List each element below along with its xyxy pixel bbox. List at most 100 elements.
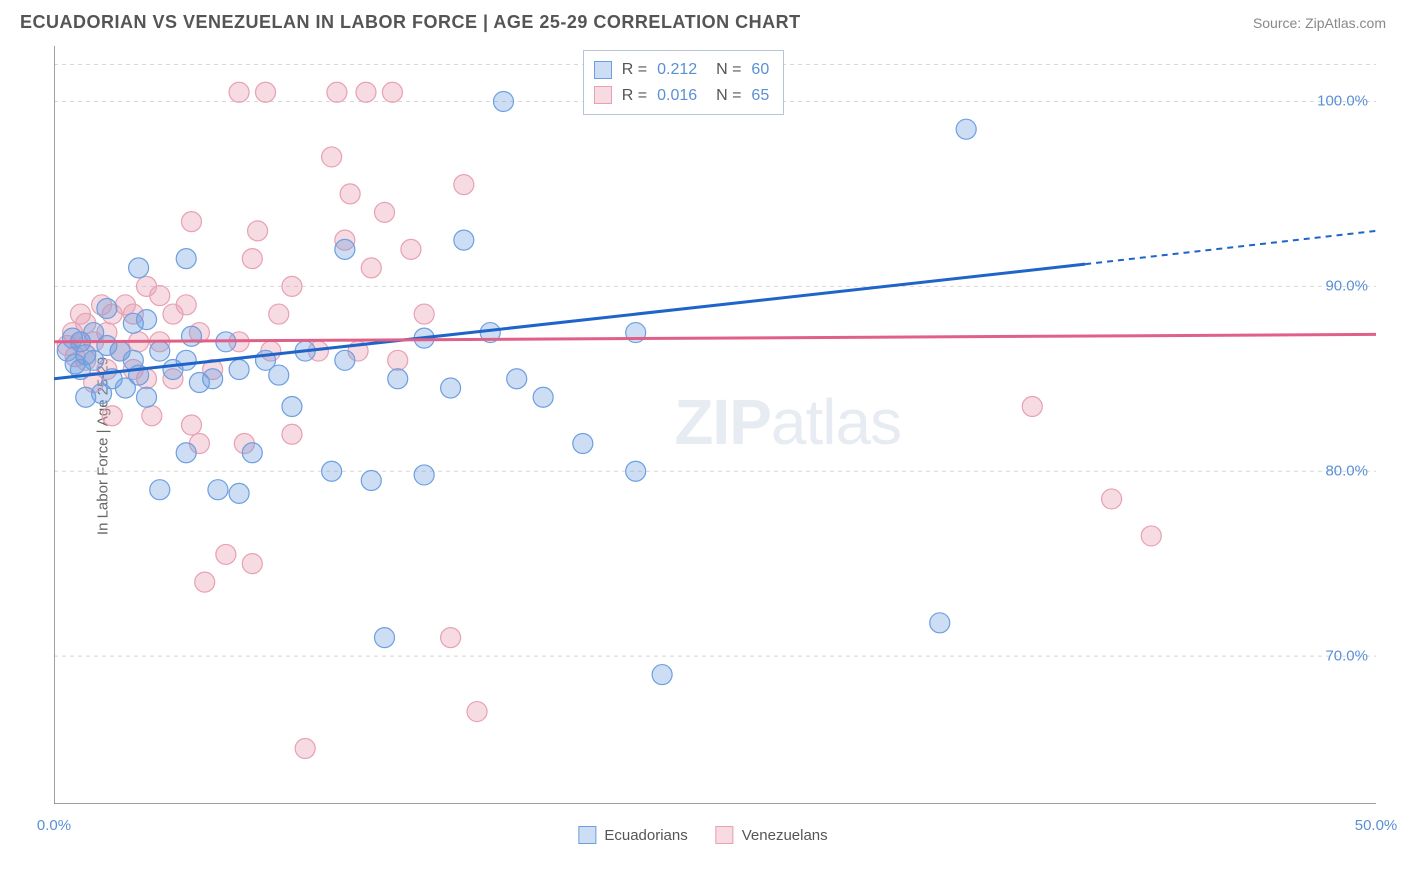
bottom-legend: Ecuadorians Venezuelans	[578, 826, 827, 844]
ecuadorians-point	[652, 665, 672, 685]
ecuadorians-point	[573, 433, 593, 453]
venezuelans-point	[441, 628, 461, 648]
stat-swatch-icon	[594, 61, 612, 79]
stat-n-label: N =	[707, 57, 741, 83]
venezuelans-point	[295, 739, 315, 759]
ecuadorians-point	[335, 350, 355, 370]
ecuadorians-point	[361, 470, 381, 490]
ecuadorians-trendline-ext	[1085, 231, 1376, 264]
stat-n-value: 65	[751, 83, 769, 109]
chart-title: ECUADORIAN VS VENEZUELAN IN LABOR FORCE …	[20, 12, 801, 33]
venezuelans-point	[454, 175, 474, 195]
y-tick-label: 90.0%	[1325, 278, 1368, 295]
stat-r-value: 0.016	[657, 83, 697, 109]
venezuelans-point	[176, 295, 196, 315]
ecuadorians-point	[441, 378, 461, 398]
ecuadorians-point	[150, 480, 170, 500]
legend-swatch-icon	[578, 826, 596, 844]
ecuadorians-point	[322, 461, 342, 481]
legend-swatch-icon	[716, 826, 734, 844]
ecuadorians-point	[229, 483, 249, 503]
venezuelans-point	[327, 82, 347, 102]
ecuadorians-point	[176, 350, 196, 370]
ecuadorians-point	[176, 249, 196, 269]
venezuelans-point	[340, 184, 360, 204]
legend-item-ecuadorians[interactable]: Ecuadorians	[578, 826, 687, 844]
scatter-plot-svg	[54, 46, 1376, 804]
venezuelans-point	[388, 350, 408, 370]
stat-r-label: R =	[622, 57, 647, 83]
x-tick-label: 0.0%	[37, 817, 71, 834]
ecuadorians-point	[414, 465, 434, 485]
venezuelans-point	[356, 82, 376, 102]
ecuadorians-point	[388, 369, 408, 389]
ecuadorians-point	[203, 369, 223, 389]
venezuelans-point	[242, 249, 262, 269]
venezuelans-point	[256, 82, 276, 102]
x-tick-label: 50.0%	[1355, 817, 1398, 834]
venezuelans-point	[195, 572, 215, 592]
venezuelans-point	[1102, 489, 1122, 509]
stat-n-label: N =	[707, 83, 741, 109]
title-bar: ECUADORIAN VS VENEZUELAN IN LABOR FORCE …	[0, 0, 1406, 41]
stat-row-ecuadorians: R = 0.212 N = 60	[594, 57, 769, 83]
ecuadorians-point	[956, 119, 976, 139]
legend-label: Ecuadorians	[604, 827, 687, 844]
venezuelans-point	[1022, 397, 1042, 417]
venezuelans-point	[322, 147, 342, 167]
ecuadorians-point	[176, 443, 196, 463]
legend-label: Venezuelans	[742, 827, 828, 844]
ecuadorians-point	[137, 310, 157, 330]
venezuelans-point	[242, 554, 262, 574]
venezuelans-point	[248, 221, 268, 241]
stat-n-value: 60	[751, 57, 769, 83]
ecuadorians-point	[97, 299, 117, 319]
venezuelans-point	[150, 286, 170, 306]
venezuelans-trendline	[54, 334, 1376, 341]
venezuelans-point	[102, 406, 122, 426]
venezuelans-point	[1141, 526, 1161, 546]
ecuadorians-point	[150, 341, 170, 361]
venezuelans-point	[142, 406, 162, 426]
ecuadorians-point	[282, 397, 302, 417]
legend-item-venezuelans[interactable]: Venezuelans	[716, 826, 828, 844]
stat-r-value: 0.212	[657, 57, 697, 83]
venezuelans-point	[382, 82, 402, 102]
ecuadorians-point	[930, 613, 950, 633]
venezuelans-point	[282, 276, 302, 296]
stat-legend-box: R = 0.212 N = 60R = 0.016 N = 65	[583, 50, 784, 115]
venezuelans-point	[216, 544, 236, 564]
ecuadorians-point	[242, 443, 262, 463]
stat-row-venezuelans: R = 0.016 N = 65	[594, 83, 769, 109]
venezuelans-point	[467, 702, 487, 722]
ecuadorians-point	[533, 387, 553, 407]
ecuadorians-point	[454, 230, 474, 250]
ecuadorians-point	[335, 239, 355, 259]
ecuadorians-point	[626, 461, 646, 481]
venezuelans-point	[269, 304, 289, 324]
ecuadorians-trendline	[54, 264, 1085, 379]
chart-container: ECUADORIAN VS VENEZUELAN IN LABOR FORCE …	[0, 0, 1406, 892]
venezuelans-point	[229, 82, 249, 102]
stat-swatch-icon	[594, 86, 612, 104]
ecuadorians-point	[181, 326, 201, 346]
venezuelans-point	[361, 258, 381, 278]
ecuadorians-point	[375, 628, 395, 648]
venezuelans-point	[181, 212, 201, 232]
venezuelans-point	[282, 424, 302, 444]
venezuelans-point	[414, 304, 434, 324]
venezuelans-point	[401, 239, 421, 259]
ecuadorians-point	[507, 369, 527, 389]
ecuadorians-point	[229, 360, 249, 380]
venezuelans-point	[375, 202, 395, 222]
ecuadorians-point	[269, 365, 289, 385]
y-tick-label: 70.0%	[1325, 648, 1368, 665]
ecuadorians-point	[137, 387, 157, 407]
ecuadorians-point	[208, 480, 228, 500]
venezuelans-point	[181, 415, 201, 435]
y-tick-label: 100.0%	[1317, 93, 1368, 110]
plot-area: ZIPatlas R = 0.212 N = 60R = 0.016 N = 6…	[54, 46, 1376, 804]
y-tick-label: 80.0%	[1325, 463, 1368, 480]
source-label: Source: ZipAtlas.com	[1253, 15, 1386, 31]
ecuadorians-point	[129, 258, 149, 278]
